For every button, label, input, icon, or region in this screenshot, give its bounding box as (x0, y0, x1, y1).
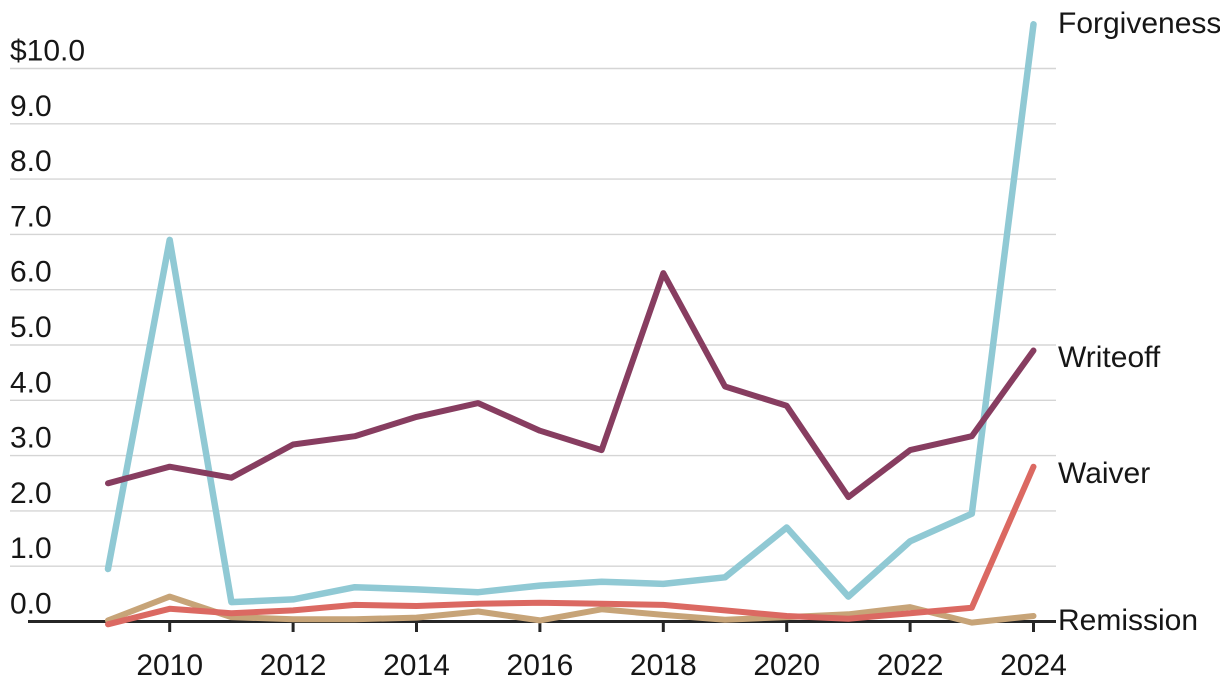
y-axis-label-1.0: 1.0 (10, 532, 52, 565)
y-axis-label-0.0: 0.0 (10, 588, 52, 621)
series-label-forgiveness: Forgiveness (1058, 7, 1220, 40)
x-axis-label-2012: 2012 (260, 649, 327, 682)
y-axis-label-7.0: 7.0 (10, 200, 52, 233)
y-axis-label-3.0: 3.0 (10, 422, 52, 455)
y-axis-label-2.0: 2.0 (10, 477, 52, 510)
x-axis-label-2014: 2014 (383, 649, 450, 682)
x-axis-label-2016: 2016 (507, 649, 574, 682)
y-axis-label-8.0: 8.0 (10, 145, 52, 178)
series-label-waiver: Waiver (1058, 457, 1151, 490)
x-axis-label-2022: 2022 (877, 649, 944, 682)
x-axis-label-2010: 2010 (136, 649, 203, 682)
series-line-remission (105, 593, 1037, 626)
series-line-forgiveness (104, 21, 1037, 606)
series-label-writeoff: Writeoff (1058, 341, 1161, 374)
x-axis-label-2018: 2018 (630, 649, 697, 682)
y-axis-label-6.0: 6.0 (10, 256, 52, 289)
series-line-writeoff (105, 270, 1037, 501)
series-line-waiver (105, 463, 1037, 628)
y-axis-label-$10.0: $10.0 (10, 35, 85, 68)
series-label-remission: Remission (1058, 604, 1199, 637)
y-axis-label-4.0: 4.0 (10, 366, 52, 399)
y-axis-label-5.0: 5.0 (10, 311, 52, 344)
x-axis-label-2024: 2024 (1000, 649, 1067, 682)
y-axis-label-9.0: 9.0 (10, 90, 52, 123)
x-axis-label-2020: 2020 (753, 649, 820, 682)
